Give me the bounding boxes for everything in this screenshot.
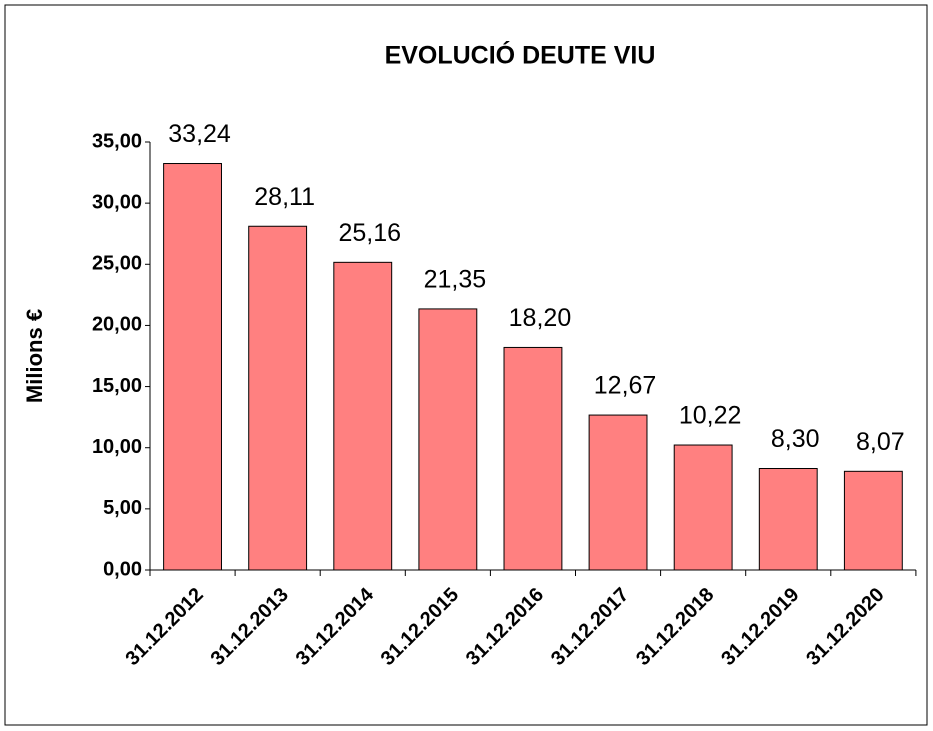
bar [758,468,818,571]
bar [333,261,393,571]
value-label: 33,24 [168,120,231,148]
value-label: 8,07 [856,428,905,456]
bar [503,346,563,571]
y-tick-label: 35,00 [92,130,142,152]
y-tick-label: 10,00 [92,436,142,458]
value-label: 12,67 [594,372,657,400]
value-label: 21,35 [424,266,487,294]
y-tick-label: 5,00 [103,497,142,519]
bar [673,444,733,571]
value-label: 10,22 [679,402,742,430]
bar [248,225,308,571]
y-axis-label: Milions € [22,309,47,403]
y-tick-label: 15,00 [92,375,142,397]
chart-title: EVOLUCIÓ DEUTE VIU [385,40,656,70]
value-label: 18,20 [509,304,572,332]
bar [163,163,222,571]
y-tick-label: 20,00 [92,314,142,336]
y-tick-label: 0,00 [103,558,142,580]
value-label: 25,16 [338,219,401,247]
value-label: 28,11 [254,183,315,211]
y-tick-label: 30,00 [92,191,142,213]
bar [418,308,478,571]
value-label: 8,30 [771,425,820,453]
bar [843,470,903,571]
bar [588,414,648,571]
y-tick-label: 25,00 [92,253,142,275]
